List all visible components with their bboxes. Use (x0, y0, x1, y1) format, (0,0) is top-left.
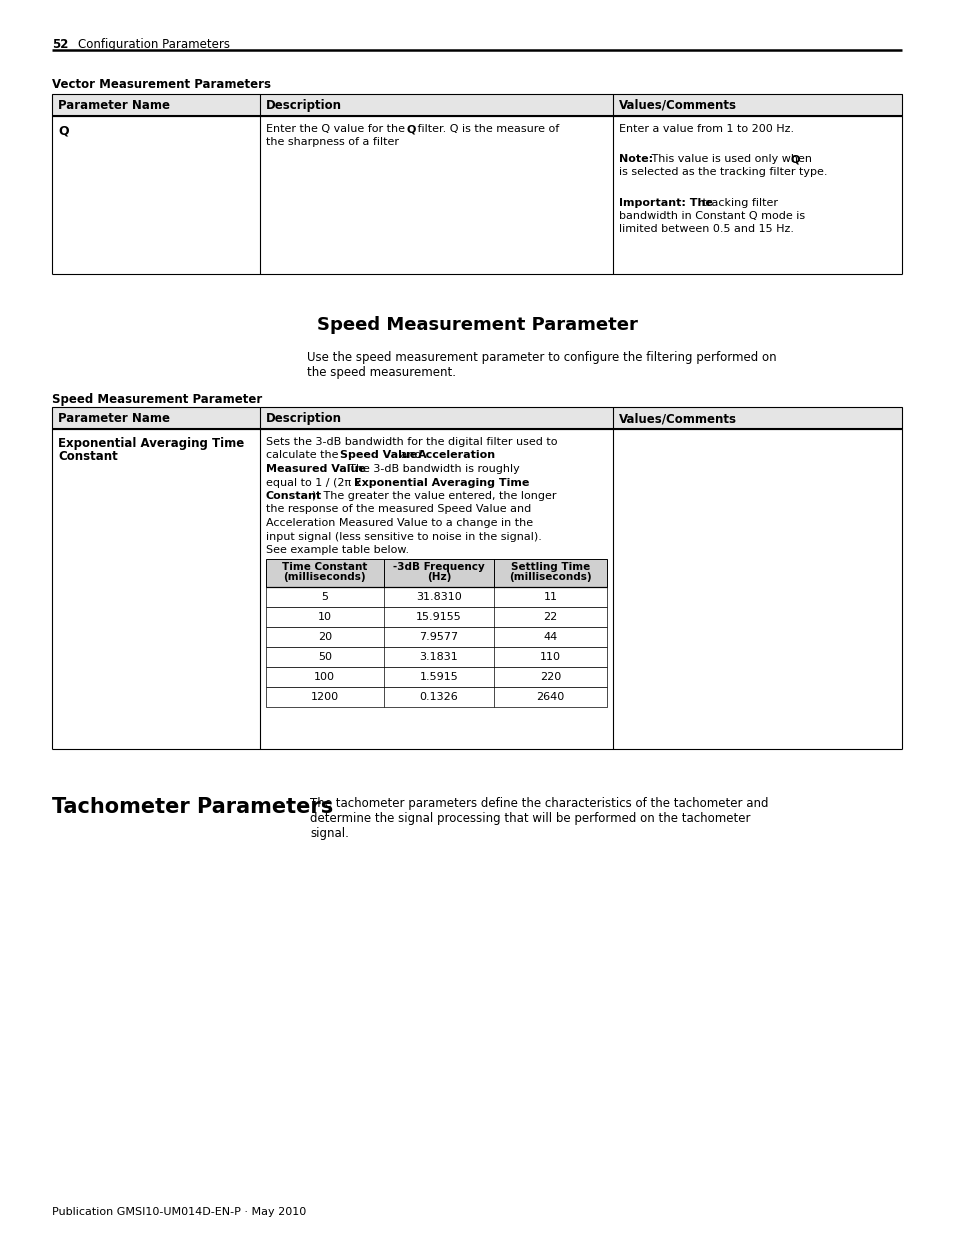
Bar (266, 687, 606, 706)
Bar (52, 408, 901, 429)
Text: Parameter Name: Parameter Name (58, 412, 170, 425)
Text: -3dB Frequency: -3dB Frequency (393, 562, 484, 572)
Text: Speed Value: Speed Value (339, 451, 416, 461)
Text: 50: 50 (317, 652, 332, 662)
Text: and: and (396, 451, 425, 461)
Text: Note:: Note: (618, 154, 653, 164)
Text: 7.9577: 7.9577 (419, 632, 458, 642)
Text: 220: 220 (539, 672, 560, 682)
Text: Parameter Name: Parameter Name (58, 99, 170, 112)
Text: ). The greater the value entered, the longer: ). The greater the value entered, the lo… (312, 492, 556, 501)
Text: 20: 20 (317, 632, 332, 642)
Text: Speed Measurement Parameter: Speed Measurement Parameter (316, 316, 637, 333)
Text: 110: 110 (539, 652, 560, 662)
Text: Constant: Constant (266, 492, 322, 501)
Text: See example table below.: See example table below. (266, 545, 409, 555)
Text: the sharpness of a filter: the sharpness of a filter (266, 137, 398, 147)
Text: Enter the Q value for the: Enter the Q value for the (266, 124, 408, 135)
Text: 44: 44 (543, 632, 558, 642)
Text: 22: 22 (543, 613, 558, 622)
Text: 100: 100 (314, 672, 335, 682)
Text: 0.1326: 0.1326 (419, 692, 458, 701)
Text: input signal (less sensitive to noise in the signal).: input signal (less sensitive to noise in… (266, 531, 541, 541)
Text: the response of the measured Speed Value and: the response of the measured Speed Value… (266, 505, 531, 515)
Text: (milliseconds): (milliseconds) (509, 572, 592, 582)
Bar (266, 667, 606, 687)
Text: limited between 0.5 and 15 Hz.: limited between 0.5 and 15 Hz. (618, 224, 793, 233)
Text: tracking filter: tracking filter (699, 198, 778, 207)
Text: Values/Comments: Values/Comments (618, 99, 737, 112)
Text: calculate the: calculate the (266, 451, 341, 461)
Bar (266, 647, 606, 667)
Text: This value is used only when: This value is used only when (647, 154, 815, 164)
Bar (266, 606, 606, 627)
Text: Description: Description (266, 99, 341, 112)
Text: The tachometer parameters define the characteristics of the tachometer and: The tachometer parameters define the cha… (310, 797, 768, 810)
Text: Publication GMSI10-UM014D-EN-P · May 2010: Publication GMSI10-UM014D-EN-P · May 201… (52, 1207, 306, 1216)
Text: filter. Q is the measure of: filter. Q is the measure of (414, 124, 558, 135)
Bar (52, 94, 901, 116)
Text: is selected as the tracking filter type.: is selected as the tracking filter type. (618, 167, 826, 177)
Text: 3.1831: 3.1831 (419, 652, 458, 662)
Text: 2640: 2640 (536, 692, 564, 701)
Text: Enter a value from 1 to 200 Hz.: Enter a value from 1 to 200 Hz. (618, 124, 793, 135)
Text: 10: 10 (317, 613, 332, 622)
Text: Exponential Averaging Time: Exponential Averaging Time (58, 437, 244, 450)
Text: Description: Description (266, 412, 341, 425)
Text: Q: Q (407, 124, 416, 135)
Text: the speed measurement.: the speed measurement. (307, 366, 456, 379)
Text: 1.5915: 1.5915 (419, 672, 458, 682)
Text: Tachometer Parameters: Tachometer Parameters (52, 797, 333, 818)
Text: equal to 1 / (2π x: equal to 1 / (2π x (266, 478, 364, 488)
Text: determine the signal processing that will be performed on the tachometer: determine the signal processing that wil… (310, 811, 750, 825)
Bar (266, 627, 606, 647)
Text: Values/Comments: Values/Comments (618, 412, 737, 425)
Text: Configuration Parameters: Configuration Parameters (78, 38, 230, 51)
Text: Sets the 3-dB bandwidth for the digital filter used to: Sets the 3-dB bandwidth for the digital … (266, 437, 557, 447)
Text: 31.8310: 31.8310 (416, 592, 461, 601)
Text: Q: Q (790, 154, 800, 164)
Text: (Hz): (Hz) (426, 572, 451, 582)
Text: Speed Measurement Parameter: Speed Measurement Parameter (52, 393, 262, 406)
Text: Measured Value: Measured Value (266, 464, 366, 474)
Text: Acceleration Measured Value to a change in the: Acceleration Measured Value to a change … (266, 517, 533, 529)
Text: Exponential Averaging Time: Exponential Averaging Time (354, 478, 529, 488)
Text: 52: 52 (52, 38, 69, 51)
Text: 11: 11 (543, 592, 558, 601)
Text: Q: Q (58, 124, 69, 137)
Text: Time Constant: Time Constant (282, 562, 367, 572)
Text: Vector Measurement Parameters: Vector Measurement Parameters (52, 78, 271, 91)
Text: bandwidth in Constant Q mode is: bandwidth in Constant Q mode is (618, 211, 804, 221)
Text: Acceleration: Acceleration (417, 451, 496, 461)
Text: . The 3-dB bandwidth is roughly: . The 3-dB bandwidth is roughly (341, 464, 519, 474)
Text: 5: 5 (321, 592, 328, 601)
Text: 15.9155: 15.9155 (416, 613, 461, 622)
Text: Use the speed measurement parameter to configure the filtering performed on: Use the speed measurement parameter to c… (307, 351, 776, 364)
Text: Settling Time: Settling Time (511, 562, 590, 572)
Bar (266, 559, 606, 587)
Text: Important: The: Important: The (618, 198, 712, 207)
Text: 1200: 1200 (311, 692, 338, 701)
Text: signal.: signal. (310, 827, 349, 840)
Text: (milliseconds): (milliseconds) (283, 572, 366, 582)
Bar (266, 587, 606, 606)
Text: Constant: Constant (58, 450, 117, 463)
